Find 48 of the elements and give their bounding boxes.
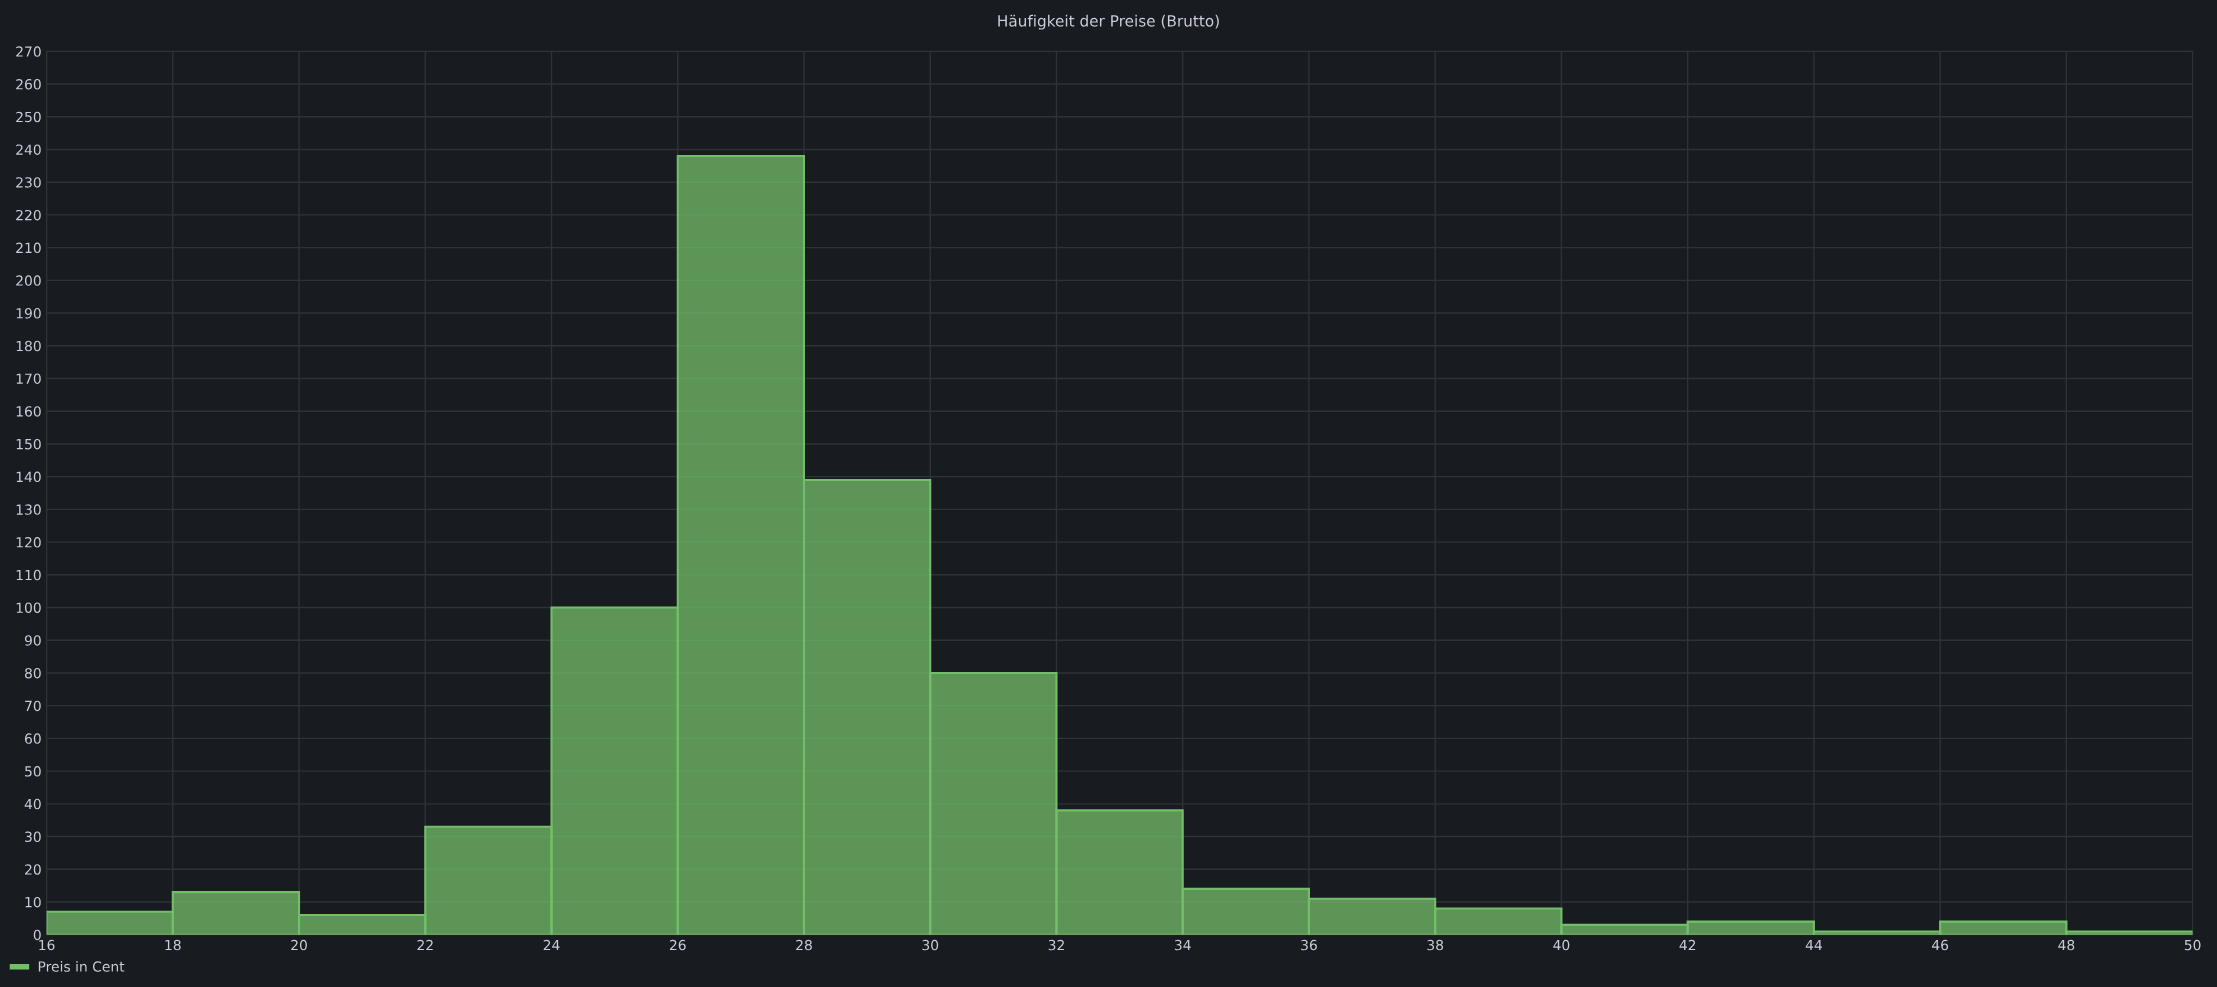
x-tick-label: 36 [1301,939,1317,951]
y-tick-label: 50 [25,766,41,777]
legend-label: Preis in Cent [38,961,125,972]
y-tick-label: 270 [16,46,41,57]
y-tick-label: 130 [16,504,41,515]
x-tick-label: 30 [922,939,939,951]
y-tick-label: 220 [16,209,41,221]
x-tick-label: 38 [1427,939,1444,951]
x-tick-label: 40 [1553,939,1570,951]
y-tick-label: 60 [24,733,41,744]
y-tick-label: 10 [25,896,41,908]
y-tick-label: 170 [16,373,41,384]
y-tick-label: 140 [16,471,41,483]
y-tick-label: 90 [24,635,41,646]
y-tick-label: 250 [16,111,41,123]
y-tick-label: 200 [16,275,41,286]
y-tick-label: 240 [16,144,41,155]
x-tick-label: 24 [543,939,560,951]
y-tick-label: 110 [16,569,41,581]
x-tick-label: 48 [2058,939,2075,951]
x-tick-label: 22 [417,939,433,951]
y-tick-label: 40 [24,798,41,810]
y-tick-label: 230 [16,177,41,188]
chart-title: Häufigkeit der Preise (Brutto) [998,14,1219,30]
y-tick-label: 160 [16,406,41,417]
y-tick-label: 180 [16,340,41,352]
y-tick-label: 210 [16,242,41,254]
x-tick-label: 46 [1931,939,1949,951]
y-tick-label: 260 [16,79,41,90]
x-tick-label: 32 [1048,939,1064,951]
y-tick-label: 150 [16,438,41,450]
x-tick-label: 20 [291,939,307,951]
x-tick-label: 18 [165,939,181,951]
y-tick-label: 30 [25,831,41,843]
y-tick-label: 80 [24,667,41,679]
x-tick-label: 42 [1679,939,1696,951]
x-tick-label: 44 [1805,939,1822,951]
y-tick-label: 20 [25,864,41,875]
x-tick-label: 34 [1174,939,1191,951]
y-tick-label: 70 [25,700,41,712]
x-tick-label: 28 [796,939,812,951]
y-tick-label: 120 [16,537,41,548]
x-tick-label: 50 [2184,939,2201,951]
y-tick-label: 100 [16,602,41,613]
y-tick-label: 0 [33,929,41,941]
x-tick-label: 16 [39,939,55,951]
y-tick-label: 190 [16,308,41,319]
x-tick-label: 26 [669,939,686,951]
